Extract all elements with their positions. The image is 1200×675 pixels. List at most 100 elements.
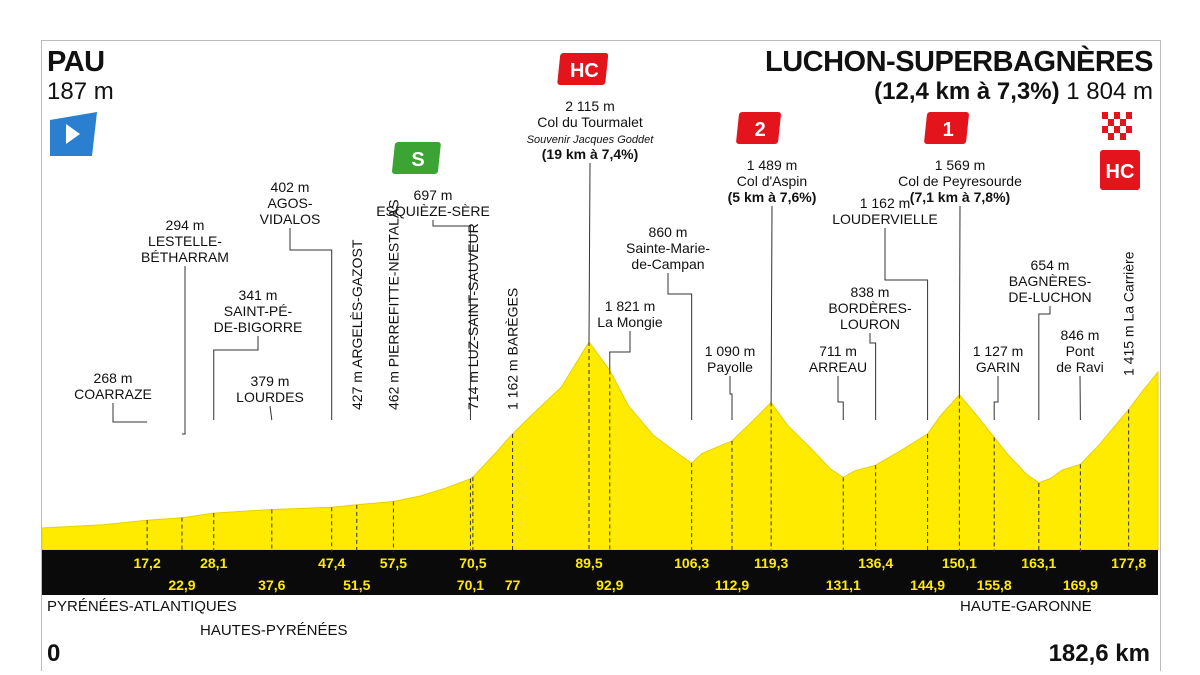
label-leader [1038,306,1051,420]
label-leader [112,403,148,423]
point-label: 860 m [649,224,688,240]
point-label: 711 m [819,343,857,359]
km-label: 17,2 [133,555,160,571]
point-label: 2 115 m [565,98,615,114]
point-label: 1 821 m [605,298,656,314]
km-label: 112,9 [715,577,749,593]
km-label: 131,1 [826,577,861,593]
point-label: 1 569 m [935,157,986,173]
chart-frame [41,40,1161,671]
point-label: 1 090 m [705,343,756,359]
point-label: 1 489 m [747,157,798,173]
finish-flag-icon [1102,112,1132,140]
point-label: 268 m [94,370,133,386]
finish-block: LUCHON-SUPERBAGNÈRES (12,4 km à 7,3%) 1 … [765,46,1153,106]
point-label: 1 162 m [860,195,911,211]
department-label: HAUTES-PYRÉNÉES [200,622,348,639]
finish-town: LUCHON-SUPERBAGNÈRES [765,46,1153,78]
point-label: LOUDERVIELLE [832,211,938,227]
point-label: COARRAZE [74,386,152,402]
total-distance: 182,6 km [1048,640,1150,667]
label-leader [884,228,929,420]
sprint-badge-text: S [411,149,424,171]
km-label: 70,1 [457,577,484,593]
km-label: 70,5 [459,555,486,571]
point-label: (19 km à 7,4%) [542,146,639,162]
point-label: 427 m ARGELÈS-GAZOST [349,239,365,410]
finish-altitude: 1 804 m [1066,78,1153,105]
start-town: PAU [47,46,105,78]
point-label: BÉTHARRAM [141,249,229,265]
point-label: Sainte-Marie- [626,240,710,256]
category-badge [924,112,969,144]
km-label: 47,4 [318,555,345,571]
point-label: LOURON [840,316,900,332]
point-label: GARIN [976,359,1020,375]
km-label: 136,4 [858,555,893,571]
km-label: 163,1 [1021,555,1056,571]
label-leader [181,266,186,435]
point-label: LOURDES [236,389,304,405]
point-label: 1 415 m La Carrière [1121,251,1137,376]
label-leader [269,405,273,421]
point-label: 846 m [1061,327,1100,343]
label-leader [432,220,471,420]
point-label: SAINT-PÉ- [224,303,293,319]
category-badge-text: HC [1106,161,1135,183]
label-leader [667,273,693,420]
km-label: 57,5 [380,555,407,571]
point-label: Pont [1066,343,1095,359]
category-badge [1100,150,1140,190]
point-label: LESTELLE- [148,233,222,249]
department-label: HAUTE-GARONNE [960,598,1092,615]
finish-details: (12,4 km à 7,3%) 1 804 m [765,78,1153,106]
label-leader [770,205,773,403]
point-label: 1 162 m BARÈGES [505,288,521,410]
point-label: 341 m [239,287,278,303]
category-badge-text: 2 [755,119,766,141]
point-label: La Mongie [597,314,663,330]
point-label: ESQUIÈZE-SÈRE [376,203,490,219]
label-leader [729,376,733,420]
start-arrow-icon [66,124,80,144]
point-label: Col de Peyresourde [898,173,1022,189]
category-badge-text: HC [570,60,599,82]
point-label: BAGNÈRES- [1009,273,1092,289]
km-label: 51,5 [343,577,370,593]
label-leader [837,376,844,420]
point-label: Payolle [707,359,753,375]
category-badge-text: 1 [943,119,954,141]
label-leader [588,162,591,343]
km-label: 150,1 [942,555,977,571]
label-leader [213,336,259,420]
point-label: 838 m [851,284,890,300]
point-label: de Ravi [1056,359,1103,375]
point-label: (7,1 km à 7,8%) [910,189,1010,205]
category-badge [736,112,781,144]
point-label: BORDÈRES- [828,300,912,316]
label-leader [993,376,999,420]
label-leader [609,331,631,371]
km-label: 22,9 [168,577,195,593]
sprint-badge [392,142,441,174]
point-label: DE-LUCHON [1008,289,1091,305]
point-label: VIDALOS [260,211,321,227]
km-label: 106,3 [674,555,709,571]
point-label: Col d'Aspin [737,173,807,189]
km-label: 144,9 [910,577,945,593]
km-label: 89,5 [575,555,602,571]
start-distance: 0 [47,640,61,667]
finish-climb: (12,4 km à 7,3%) [874,78,1060,105]
category-badge [557,53,609,85]
point-label: AGOS- [267,195,312,211]
point-label: 379 m [251,373,290,389]
km-label: 169,9 [1063,577,1098,593]
km-label: 177,8 [1111,555,1146,571]
department-label: PYRÉNÉES-ATLANTIQUES [47,598,237,615]
point-label: ARREAU [809,359,867,375]
point-label: 294 m [166,217,205,233]
point-label: Col du Tourmalet [537,114,643,130]
point-label: 1 127 m [973,343,1024,359]
km-band [42,550,1158,595]
km-label: 28,1 [200,555,227,571]
